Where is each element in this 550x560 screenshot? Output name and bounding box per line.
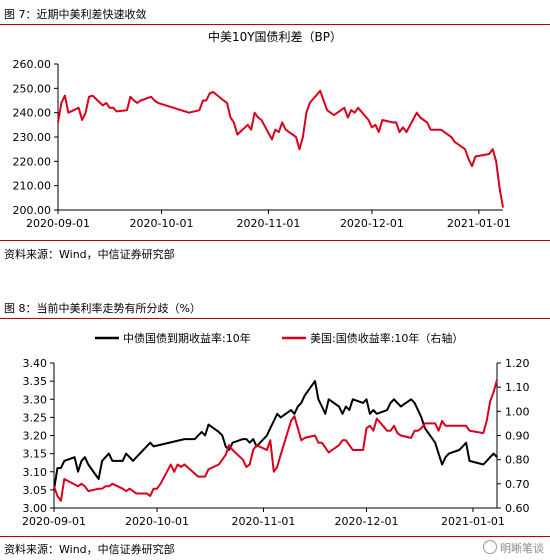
y-tick-label: 260.00	[13, 58, 52, 71]
y-tick-label: 200.00	[13, 204, 52, 217]
figure-8-bottom-rule	[0, 536, 550, 537]
x-tick-label: 2020-10-01	[130, 217, 194, 230]
x-tick-label: 2020-09-01	[26, 217, 90, 230]
left-tick-label: 3.00	[23, 502, 48, 515]
x-tick-label: 2021-01-01	[441, 515, 505, 528]
right-tick-label: 0.80	[505, 454, 530, 467]
yield-line-chart: 中债国债到期收益率:10年 美国:国债收益率:10年（右轴） 3.00 3.05 3.1…	[22, 331, 530, 528]
wechat-icon	[483, 540, 497, 554]
cn-yield-line	[53, 380, 498, 491]
right-tick-label: 0.70	[505, 478, 530, 491]
y-tick-label: 250.00	[13, 82, 52, 95]
figure-7-source: 资料来源：Wind，中信证券研究部	[4, 248, 175, 261]
figure-7-caption: 图 7：近期中美利差快速收敛	[4, 8, 147, 21]
left-tick-label: 3.35	[23, 375, 48, 388]
x-tick-label: 2020-10-01	[125, 515, 189, 528]
x-tick-label: 2020-11-01	[236, 217, 300, 230]
right-tick-label: 0.60	[505, 502, 530, 515]
left-tick-label: 3.05	[23, 484, 48, 497]
right-tick-label: 1.20	[505, 357, 530, 370]
figure-8-top-rule	[0, 318, 550, 319]
watermark-text: 明晰笔谈	[500, 542, 544, 555]
right-tick-label: 0.90	[505, 430, 530, 443]
left-tick-label: 3.25	[23, 411, 48, 424]
figure-8-caption: 图 8：当前中美利率走势有所分歧（%）	[4, 302, 201, 315]
x-tick-label: 2021-01-01	[447, 217, 511, 230]
x-tick-label: 2020-11-01	[232, 515, 296, 528]
left-tick-label: 3.40	[23, 357, 48, 370]
right-tick-label: 1.10	[505, 381, 530, 394]
left-tick-label: 3.20	[23, 430, 48, 443]
figure-8-source: 资料来源：Wind，中信证券研究部	[4, 543, 175, 556]
us-yield-line	[53, 379, 498, 502]
y-tick-label: 230.00	[13, 131, 52, 144]
chart-title: 中美10Y国债利差（BP）	[208, 29, 342, 44]
spread-series-line	[57, 89, 504, 208]
right-tick-label: 1.00	[505, 405, 530, 418]
y-tick-label: 220.00	[13, 155, 52, 168]
y-tick-label: 240.00	[13, 107, 52, 120]
y-tick-label: 210.00	[13, 180, 52, 193]
figure-7-top-rule	[0, 24, 550, 25]
watermark: 明晰笔谈	[483, 540, 544, 556]
left-tick-label: 3.15	[23, 448, 48, 461]
x-tick-label: 2020-12-01	[340, 217, 404, 230]
x-tick-label: 2020-12-01	[335, 515, 399, 528]
legend-label: 中债国债到期收益率:10年	[123, 331, 251, 345]
x-tick-label: 2020-09-01	[22, 515, 86, 528]
left-tick-label: 3.30	[23, 393, 48, 406]
spread-line-chart: 中美10Y国债利差（BP） 200.00 210.00 220.00 230.00 240…	[13, 29, 511, 230]
legend-label: 美国:国债收益率:10年（右轴）	[310, 331, 463, 345]
figure-7-bottom-rule	[0, 240, 550, 241]
left-tick-label: 3.10	[23, 466, 48, 479]
